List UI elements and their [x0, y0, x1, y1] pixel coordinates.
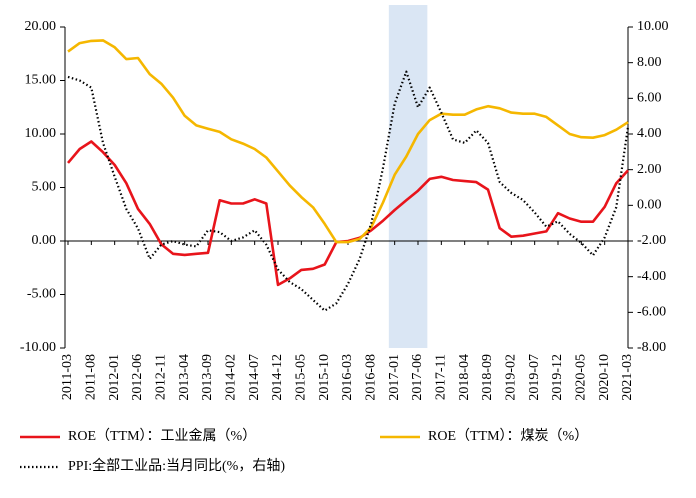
- legend-label: ROE（TTM）：煤炭（%）: [428, 428, 588, 444]
- x-tick-label: 2011-08: [84, 354, 99, 400]
- x-tick-label: 2021-03: [620, 354, 635, 401]
- y2-tick-label: -6.00: [637, 305, 666, 320]
- x-tick-label: 2014-02: [224, 354, 239, 401]
- y-tick-label: -10.00: [20, 340, 56, 355]
- y2-tick-label: 2.00: [637, 162, 662, 177]
- x-tick-label: 2012-11: [154, 354, 169, 400]
- x-tick-label: 2019-02: [504, 354, 519, 401]
- x-tick-label: 2017-11: [434, 354, 449, 400]
- x-tick-label: 2018-09: [480, 354, 495, 401]
- x-tick-label: 2012-06: [130, 354, 145, 401]
- x-tick-label: 2011-03: [60, 354, 75, 400]
- x-tick-label: 2015-05: [294, 354, 309, 401]
- y-tick-label: 10.00: [25, 126, 57, 141]
- legend-label: ROE（TTM）：工业金属（%）: [68, 428, 256, 444]
- x-tick-label: 2020-05: [574, 354, 589, 401]
- x-tick-label: 2017-06: [410, 354, 425, 401]
- x-tick-label: 2014-07: [247, 354, 262, 401]
- y2-tick-label: 0.00: [637, 198, 662, 213]
- x-tick-label: 2013-04: [177, 354, 192, 401]
- y2-tick-label: 4.00: [637, 126, 662, 141]
- x-tick-label: 2014-12: [270, 354, 285, 401]
- x-tick-label: 2018-04: [457, 354, 472, 401]
- x-tick-label: 2017-01: [387, 354, 402, 401]
- series-line: [67, 39, 629, 244]
- y-tick-label: 5.00: [32, 180, 57, 195]
- x-tick-label: 2020-10: [597, 354, 612, 401]
- x-tick-label: 2019-12: [550, 354, 565, 401]
- y2-tick-label: -8.00: [637, 340, 666, 355]
- y-tick-label: 15.00: [25, 73, 57, 88]
- y2-tick-label: 10.00: [637, 19, 669, 34]
- series-line: [67, 140, 629, 287]
- x-tick-label: 2012-01: [107, 354, 122, 401]
- x-tick-label: 2016-08: [364, 354, 379, 401]
- y-tick-label: -5.00: [27, 287, 56, 302]
- y2-tick-label: 8.00: [637, 55, 662, 70]
- y2-tick-label: -2.00: [637, 233, 666, 248]
- y-tick-label: 0.00: [32, 233, 57, 248]
- x-tick-label: 2015-10: [317, 354, 332, 401]
- y2-tick-label: -4.00: [637, 269, 666, 284]
- series-line: [67, 70, 630, 312]
- x-tick-label: 2019-07: [527, 354, 542, 401]
- y-tick-label: 20.00: [25, 19, 57, 34]
- legend-label: PPI:全部工业品:当月同比(%，右轴): [68, 457, 285, 474]
- x-tick-label: 2013-09: [200, 354, 215, 401]
- y2-tick-label: 6.00: [637, 91, 662, 106]
- x-tick-label: 2016-03: [340, 354, 355, 401]
